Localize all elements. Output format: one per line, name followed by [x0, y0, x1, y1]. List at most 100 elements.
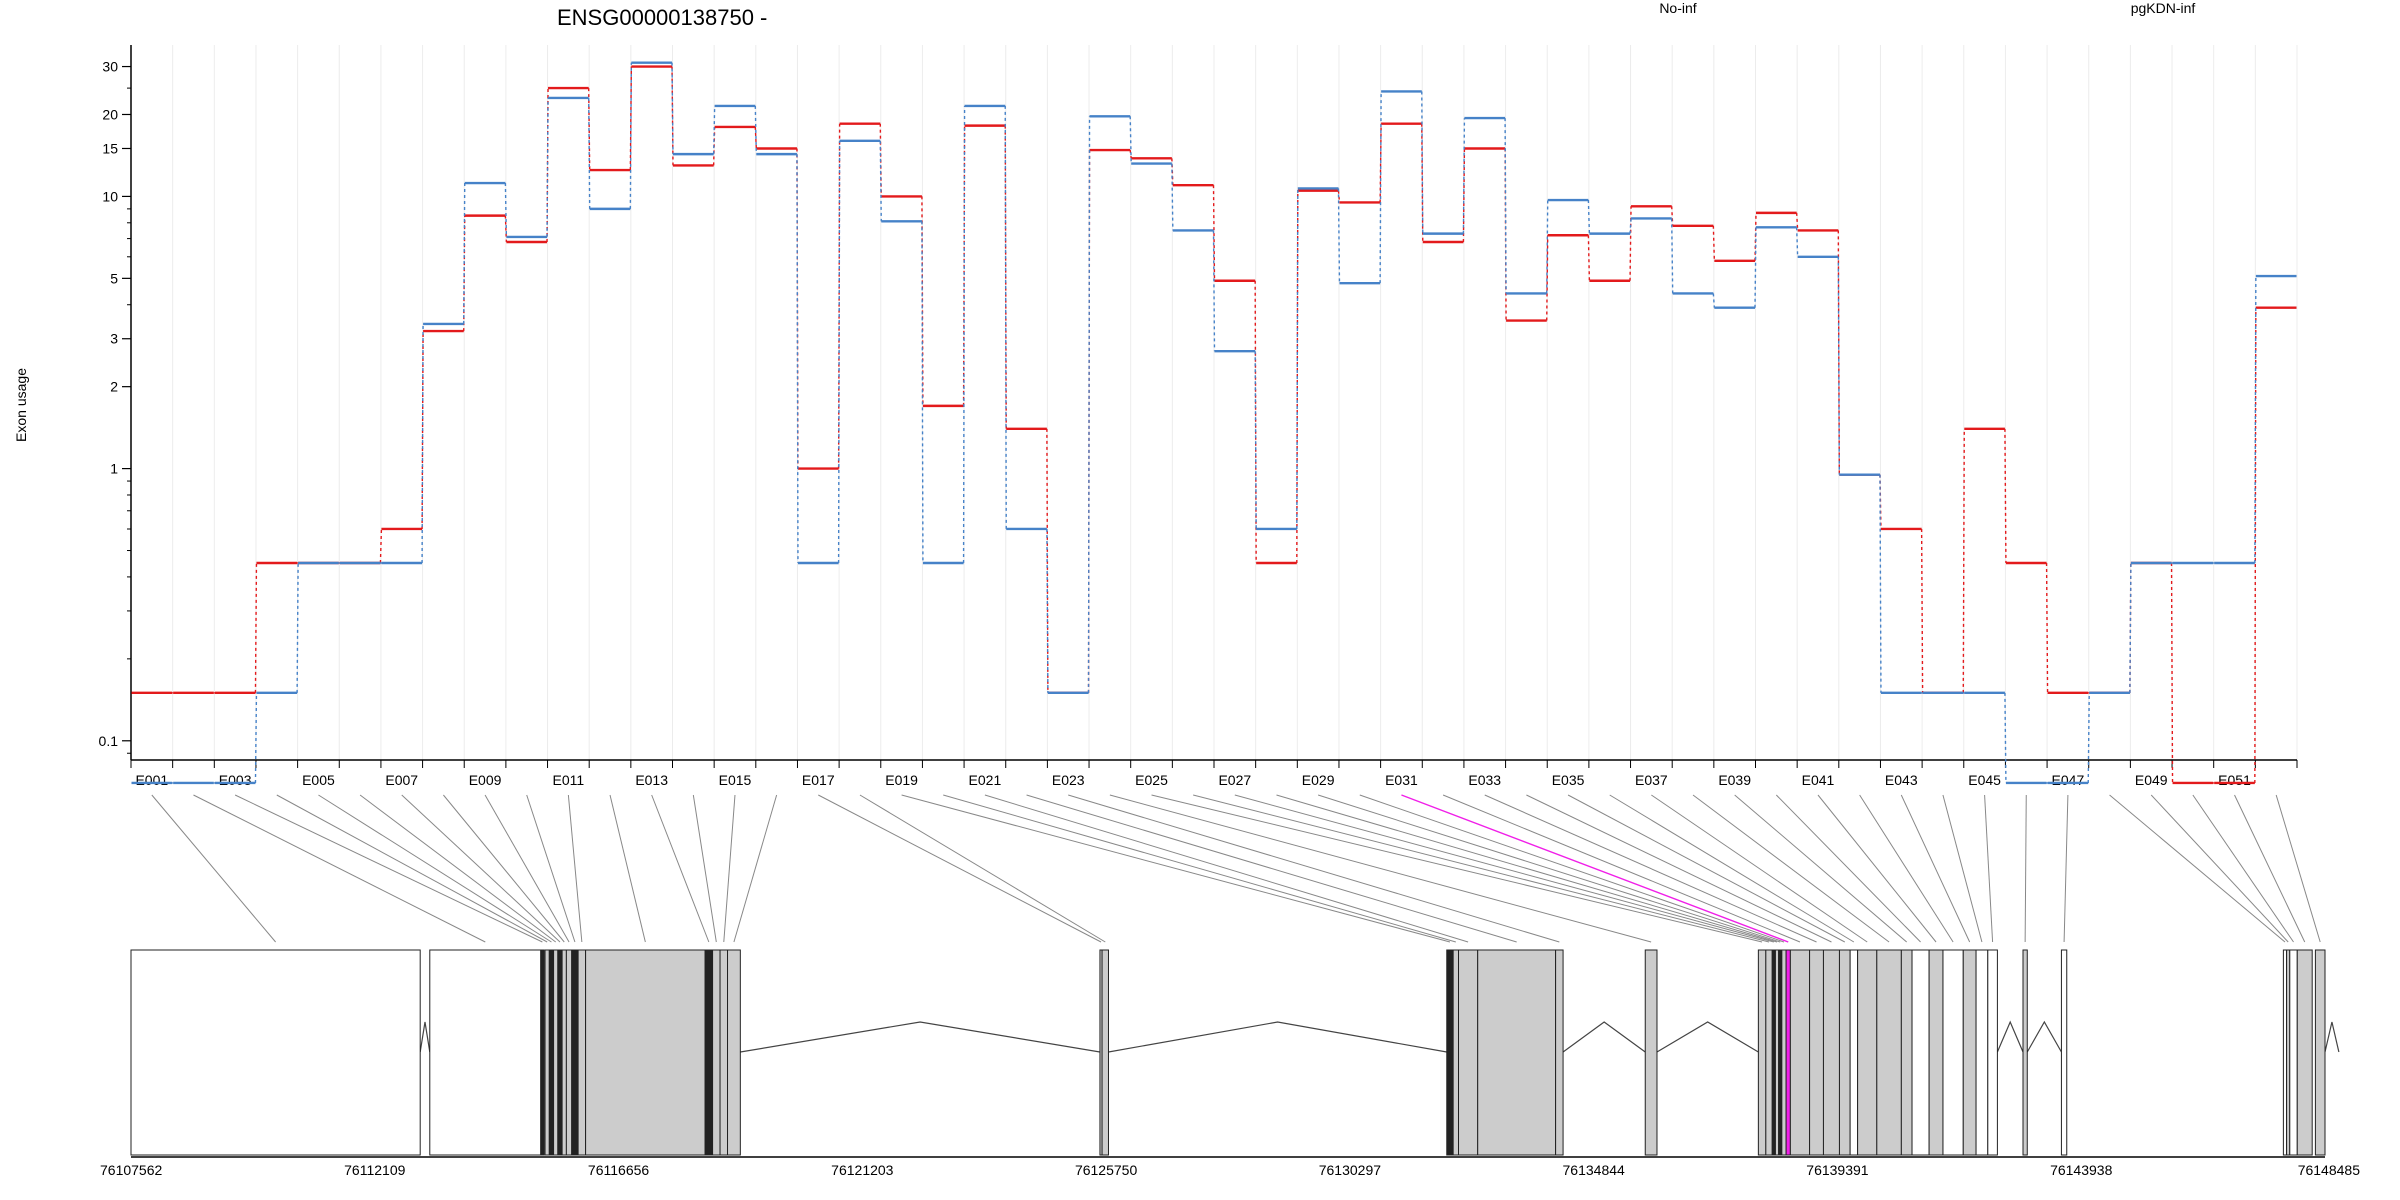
data-riser: [1337, 188, 1341, 284]
connector-line: [1609, 794, 1855, 943]
connector-line: [1734, 794, 1908, 943]
data-riser: [1795, 212, 1799, 231]
exon: [1789, 949, 1811, 1156]
exon: [565, 949, 573, 1156]
exon: [561, 949, 567, 1156]
data-riser: [1587, 235, 1591, 281]
data-riser: [2129, 562, 2132, 693]
x-tick-label: E021: [969, 772, 1002, 788]
x-tick-label: E037: [1635, 772, 1668, 788]
exon: [2314, 949, 2326, 1156]
connector-line: [401, 794, 561, 943]
data-riser: [1337, 190, 1341, 203]
data-riser: [1546, 235, 1549, 321]
x-tick-label: E035: [1552, 772, 1585, 788]
data-riser: [629, 62, 633, 209]
connector-line: [1234, 794, 1774, 943]
x-tick-label: E041: [1802, 772, 1835, 788]
gene-model: [130, 949, 2340, 1156]
y-tick-label: 2: [110, 379, 118, 395]
exon: [2289, 949, 2298, 1156]
data-riser: [962, 125, 966, 406]
exon: [727, 949, 741, 1156]
data-riser: [1004, 105, 1007, 529]
connector-line: [859, 794, 1106, 943]
intron-line: [419, 1021, 431, 1053]
exon: [1942, 949, 1964, 1156]
data-riser: [1379, 91, 1382, 284]
exon-highlighted: [1785, 949, 1791, 1156]
x-tick-label: E011: [553, 772, 585, 788]
data-riser: [1837, 230, 1841, 475]
data-riser: [1712, 293, 1716, 308]
data-riser: [1421, 123, 1424, 243]
connector-line: [901, 794, 1451, 943]
legend-no-inf: No-inf: [1659, 0, 1696, 16]
series-pgkdn-inf: [131, 61, 2297, 785]
exon: [1975, 949, 1989, 1156]
intron-line: [1656, 1021, 1759, 1053]
y-tick-label: 30: [102, 59, 118, 75]
exon: [1452, 949, 1459, 1156]
connector-line: [1193, 794, 1770, 943]
connector-line: [359, 794, 557, 943]
connector-line: [1817, 794, 1937, 943]
x-tick-label: E045: [1968, 772, 2001, 788]
genomic-axis-label: 76121203: [831, 1162, 894, 1178]
connector-line: [1859, 794, 1954, 943]
data-riser: [504, 183, 508, 237]
data-riser: [587, 88, 591, 171]
y-tick-label: 1: [110, 461, 118, 477]
x-ticks: E001 E003 E005 E007 E009 E011 E013 E015 E017 E019…: [130, 760, 2298, 788]
exon-connector-lines: [151, 794, 2321, 943]
connector-line: [609, 794, 646, 943]
data-riser: [671, 66, 674, 166]
connector-line: [1567, 794, 1846, 943]
x-tick-label: E007: [385, 772, 418, 788]
connector-line: [692, 794, 717, 943]
x-tick-label: E049: [2135, 772, 2168, 788]
data-riser: [504, 215, 508, 243]
x-tick-label: E017: [802, 772, 835, 788]
data-riser: [546, 97, 549, 237]
connector-line: [1359, 794, 1785, 943]
legend-pgkdn-inf: pgKDN-inf: [2131, 0, 2196, 16]
connector-line: [1692, 794, 1890, 943]
genomic-axis-label: 76139391: [1806, 1162, 1869, 1178]
genomic-axis-label: 76130297: [1319, 1162, 1382, 1178]
y-tick-label: 5: [110, 270, 118, 286]
x-tick-label: E029: [1302, 772, 1335, 788]
data-riser: [2045, 562, 2049, 693]
data-riser: [1504, 118, 1507, 294]
connector-line: [193, 794, 486, 943]
data-riser: [2170, 562, 2174, 783]
connector-line: [651, 794, 710, 943]
connector-line: [1526, 794, 1832, 943]
exon: [1446, 949, 1454, 1156]
data-riser: [1879, 474, 1882, 693]
x-tick-label: E027: [1218, 772, 1251, 788]
exon: [577, 949, 587, 1156]
exon: [1101, 949, 1109, 1156]
exon: [429, 949, 542, 1156]
connector-line: [2150, 794, 2289, 943]
exon: [544, 949, 550, 1156]
exon: [1765, 949, 1773, 1156]
connector-line: [1068, 794, 1560, 943]
genomic-axis: 76107562 76112109 76116656 76121203 76125750…: [100, 1156, 2360, 1178]
data-riser: [837, 140, 841, 563]
data-riser: [796, 148, 799, 469]
x-tick-label: E031: [1385, 772, 1418, 788]
connector-line: [1484, 794, 1817, 943]
data-riser: [2004, 428, 2007, 563]
data-riser: [1171, 163, 1174, 231]
exon: [1838, 949, 1851, 1156]
x-tick-label: E015: [719, 772, 752, 788]
connector-line: [2192, 794, 2294, 943]
exon: [1911, 949, 1930, 1156]
genomic-axis-label: 76143938: [2050, 1162, 2113, 1178]
title-group: ENSG00000138750 -: [557, 5, 767, 30]
genomic-axis-label: 76112109: [344, 1162, 405, 1178]
data-riser: [1129, 116, 1132, 164]
connector-line: [1276, 794, 1778, 943]
